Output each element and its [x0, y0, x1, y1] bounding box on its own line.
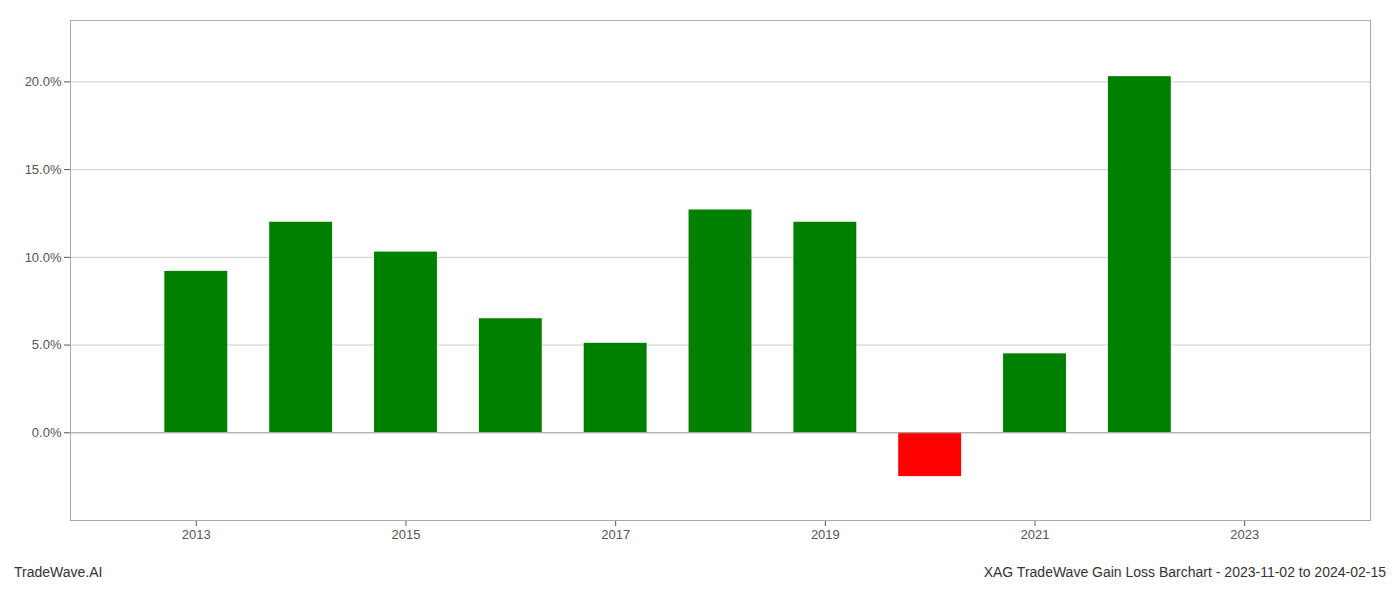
- svg-text:2013: 2013: [182, 527, 211, 542]
- svg-text:5.0%: 5.0%: [32, 337, 62, 352]
- svg-text:10.0%: 10.0%: [25, 250, 62, 265]
- svg-text:2019: 2019: [811, 527, 840, 542]
- html-text:XAG TradeWave Gain Loss Barcha: XAG TradeWave Gain Loss Barchart - 2023-…: [983, 564, 1386, 580]
- svg-text:15.0%: 15.0%: [25, 162, 62, 177]
- svg-text:2021: 2021: [1021, 527, 1050, 542]
- svg-text:0.0%: 0.0%: [32, 425, 62, 440]
- svg-text:2015: 2015: [392, 527, 421, 542]
- svg-text:20.0%: 20.0%: [25, 74, 62, 89]
- svg-text:2017: 2017: [601, 527, 630, 542]
- svg-text:2023: 2023: [1230, 527, 1259, 542]
- html-text:TradeWave.AI: TradeWave.AI: [14, 564, 103, 580]
